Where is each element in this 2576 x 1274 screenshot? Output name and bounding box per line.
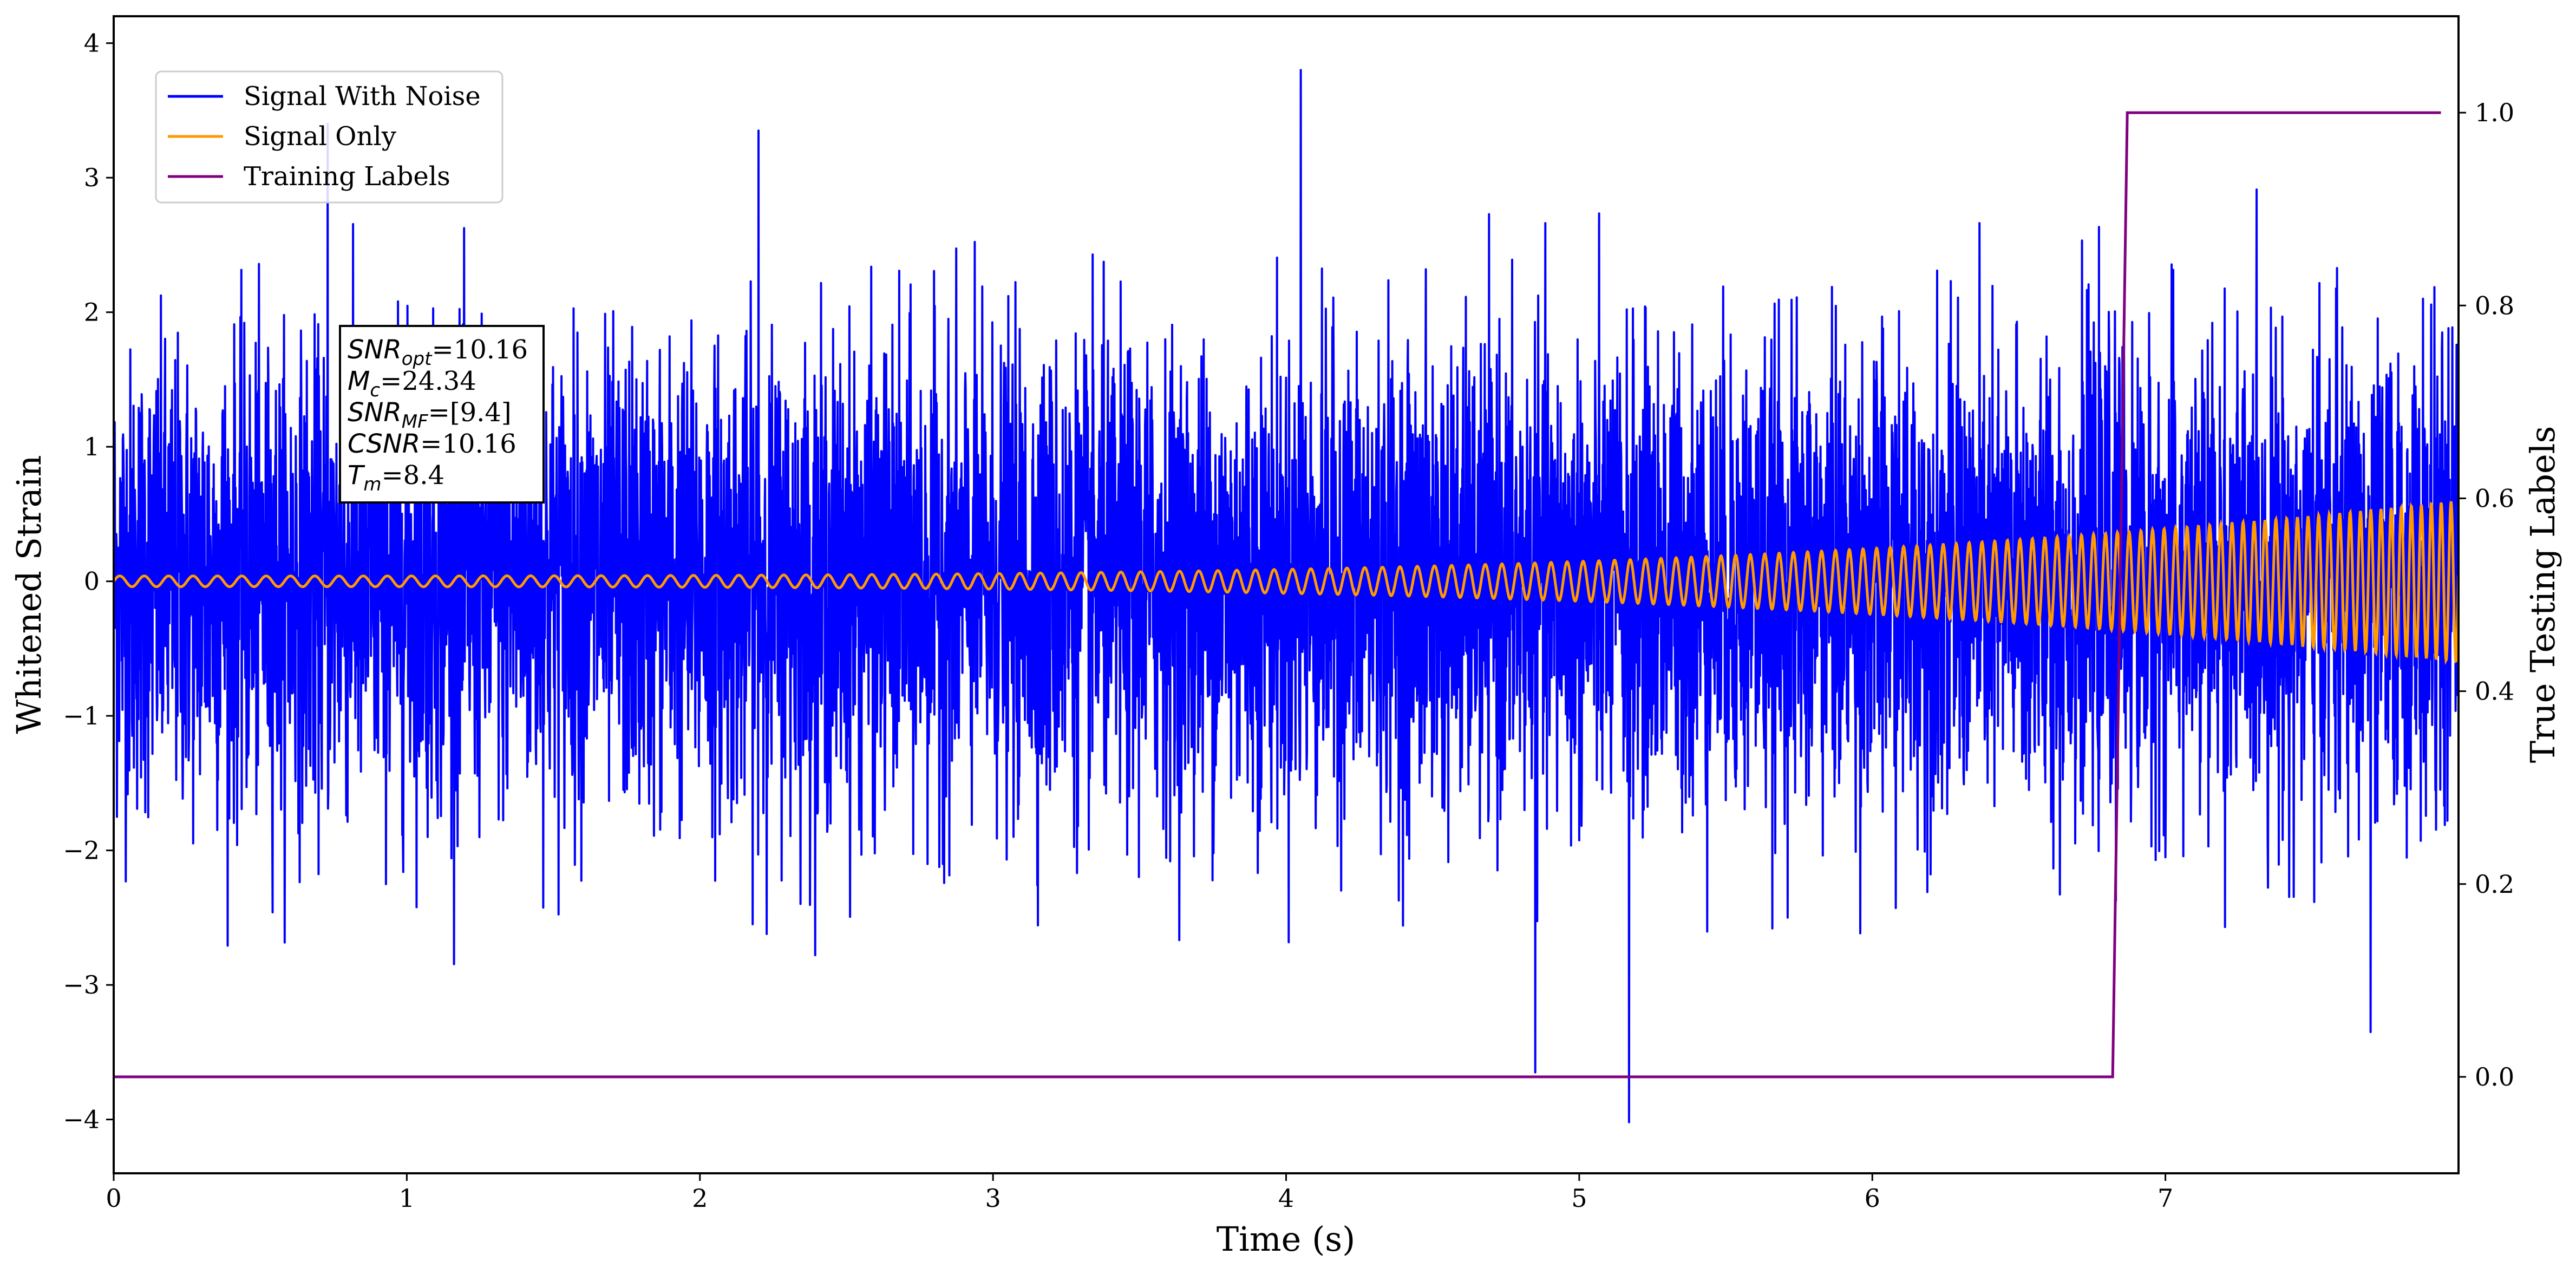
y-tick-label: −1 [63, 701, 100, 730]
info-box [339, 325, 545, 504]
x-tick-label: 0 [106, 1184, 121, 1213]
y-axis-ticks: −4 −3 −2 −1 0 1 2 3 4 [63, 29, 114, 1134]
x-axis-label: Time (s) [1217, 1219, 1356, 1259]
y2-tick-label: 0.0 [2475, 1062, 2514, 1092]
y2-axis-ticks: 0.0 0.2 0.4 0.6 0.8 1.0 [2459, 98, 2514, 1092]
signal-with-noise-series [114, 69, 2459, 1123]
y-tick-label: 3 [84, 163, 100, 192]
info-annotation: SNRopt=10.16Mc=24.34SNRMF=[9.4]CSNR=10.1… [339, 325, 545, 504]
y-tick-label: −4 [63, 1105, 100, 1134]
x-tick-label: 2 [692, 1184, 708, 1213]
info-line: SNRopt=10.16 [348, 335, 528, 370]
info-line: Tm=8.4 [348, 460, 444, 495]
legend-label-noise: Signal With Noise [244, 81, 481, 112]
y2-tick-label: 0.6 [2475, 484, 2514, 513]
y-tick-label: 0 [84, 567, 100, 596]
y-axis-label: Whitened Strain [9, 455, 49, 734]
info-line: SNRMF=[9.4] [348, 397, 512, 433]
info-line: CSNR=10.16 [348, 429, 516, 459]
x-tick-label: 1 [399, 1184, 415, 1213]
x-tick-label: 5 [1571, 1184, 1587, 1213]
noise-line [114, 69, 2459, 1123]
y2-axis-label: True Testing Labels [2523, 426, 2562, 763]
legend-label-signal: Signal Only [244, 121, 396, 152]
y2-tick-label: 0.8 [2475, 291, 2514, 320]
x-tick-label: 7 [2157, 1184, 2173, 1213]
y-tick-label: −2 [63, 836, 100, 865]
x-tick-label: 3 [985, 1184, 1001, 1213]
y2-tick-label: 1.0 [2475, 98, 2514, 127]
x-tick-label: 6 [1865, 1184, 1880, 1213]
legend: Signal With Noise Signal Only Training L… [155, 70, 504, 204]
y-tick-label: 4 [84, 29, 100, 58]
y2-tick-label: 0.2 [2475, 870, 2514, 899]
y-tick-label: 2 [84, 298, 100, 327]
y2-tick-label: 0.4 [2475, 677, 2514, 706]
legend-label-labels: Training Labels [244, 161, 450, 192]
legend-box [155, 70, 504, 204]
y-tick-label: −3 [63, 970, 100, 999]
labels-line [114, 111, 2441, 1079]
x-axis-ticks: 0 1 2 3 4 5 6 7 [106, 1173, 2173, 1213]
chirp-line [114, 501, 2459, 665]
training-labels-series [114, 111, 2441, 1079]
x-tick-label: 4 [1278, 1184, 1294, 1213]
y-tick-label: 1 [84, 432, 100, 461]
info-line: Mc=24.34 [348, 366, 476, 401]
signal-only-series [114, 501, 2459, 665]
